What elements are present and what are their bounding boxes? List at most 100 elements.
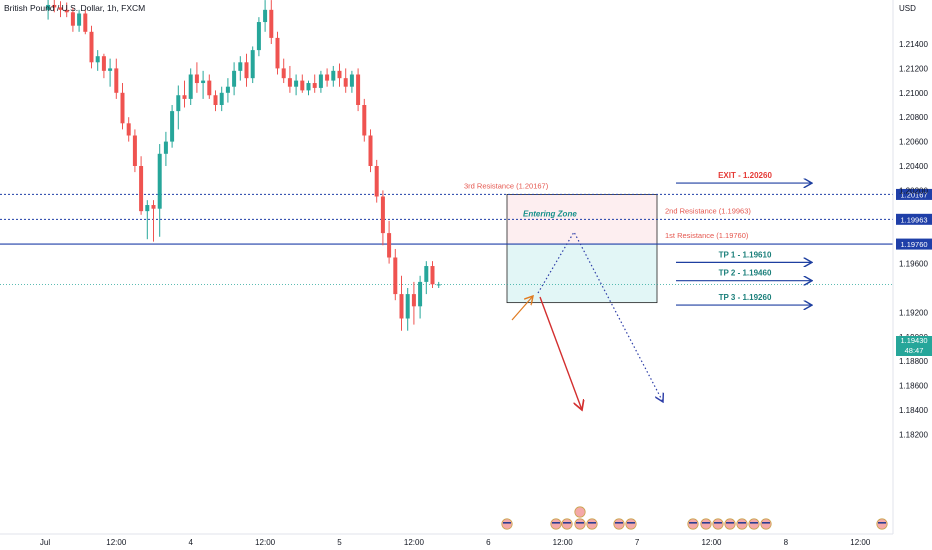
price-tick-label: 1.20600	[899, 138, 928, 147]
candlestick-series	[46, 0, 441, 331]
event-flag-stripe	[627, 522, 635, 524]
time-tick-label: 12:00	[850, 538, 871, 547]
candle-body	[411, 294, 416, 307]
candle-body	[120, 92, 125, 124]
event-flag-icon	[574, 506, 586, 518]
candle-body	[139, 166, 144, 212]
candle-body	[343, 78, 348, 87]
candle-body	[399, 294, 404, 319]
event-flag-icon	[748, 518, 760, 530]
price-tick-label: 1.18800	[899, 357, 928, 366]
time-tick-label: 12:00	[404, 538, 425, 547]
event-flag-icon	[613, 518, 625, 530]
candle-body	[244, 62, 249, 79]
candle-body	[263, 9, 268, 23]
event-flag-stripe	[588, 522, 596, 524]
bar-countdown: 48:47	[904, 346, 924, 355]
event-flag-stripe	[714, 522, 722, 524]
economic-events[interactable]	[501, 506, 888, 530]
entering-zone-label: Entering Zone	[523, 209, 577, 218]
candle-body	[281, 68, 286, 79]
candle-body	[77, 13, 82, 26]
resistance-price-tag-label: 1.19760	[900, 240, 927, 249]
exit-label: EXIT - 1.20260	[718, 171, 772, 180]
resistance-label: 1st Resistance (1.19760)	[665, 231, 749, 240]
candle-body	[83, 13, 88, 32]
candle-body	[356, 74, 361, 105]
time-axis[interactable]: Jul 12:00 4 12:00 5 12:00 6 12:00 7 12:00 8 12:00	[40, 538, 871, 547]
event-flag-stripe	[615, 522, 623, 524]
tp-label: TP 2 - 1.19460	[719, 269, 772, 278]
candle-body	[232, 70, 237, 87]
candle-body	[436, 284, 441, 286]
trade-annotations[interactable]: EXIT - 1.20260 TP 1 - 1.19610 TP 2 - 1.194…	[511, 171, 812, 410]
price-tick-label: 1.18200	[899, 430, 928, 439]
candle-body	[89, 31, 94, 63]
event-flag-icon	[760, 518, 772, 530]
candle-body	[176, 95, 181, 112]
price-tick-label: 1.18600	[899, 382, 928, 391]
candle-body	[294, 80, 299, 87]
resistance-levels[interactable]: 1.20167 3rd Resistance (1.20167) 1.19963 2n…	[0, 181, 932, 285]
event-flag-stripe	[576, 522, 584, 524]
candle-body	[108, 68, 113, 71]
candle-body	[46, 4, 51, 10]
event-flag-icon	[724, 518, 736, 530]
tp-label: TP 1 - 1.19610	[719, 250, 772, 259]
candle-body	[52, 4, 57, 8]
candle-body	[430, 266, 435, 285]
candle-body	[170, 111, 175, 142]
event-flag-stripe	[552, 522, 560, 524]
entry-arrow	[511, 296, 533, 321]
event-flag-stripe	[726, 522, 734, 524]
tp-label: TP 3 - 1.19260	[719, 293, 772, 302]
resistance-price-tag-label: 1.19963	[900, 215, 927, 224]
event-flag-stripe	[738, 522, 746, 524]
candle-body	[337, 70, 342, 79]
time-tick-label: 12:00	[255, 538, 276, 547]
time-tick-label: 6	[486, 538, 491, 547]
event-flag-icon	[501, 518, 513, 530]
last-price-tag: 1.19430 48:47	[896, 336, 932, 356]
symbol-title[interactable]: British Pound / U.S. Dollar, 1h, FXCM	[4, 3, 146, 13]
candle-body	[325, 74, 330, 81]
candle-body	[393, 257, 398, 295]
candle-body	[58, 7, 63, 10]
event-flag-icon	[712, 518, 724, 530]
resistance-price-tag	[896, 238, 932, 250]
event-flag-stripe	[563, 522, 571, 524]
event-flag-stripe	[750, 522, 758, 524]
candle-body	[362, 105, 367, 136]
candle-body	[64, 9, 69, 13]
price-tick-label: 1.21400	[899, 40, 928, 49]
time-tick-label: 5	[337, 538, 342, 547]
candle-body	[256, 22, 261, 51]
event-flag-stripe	[503, 522, 511, 524]
candle-body	[163, 141, 168, 154]
time-tick-label: 12:00	[701, 538, 722, 547]
candle-body	[250, 50, 255, 79]
candle-body	[114, 68, 119, 93]
candle-body	[300, 80, 305, 91]
candle-body	[201, 80, 206, 84]
candle-body	[331, 70, 336, 81]
candle-body	[194, 74, 199, 84]
event-flag-icon	[574, 518, 586, 530]
time-tick-label: 7	[635, 538, 640, 547]
event-flag-icon	[561, 518, 573, 530]
candle-body	[424, 266, 429, 282]
candle-body	[126, 123, 131, 136]
last-price-value: 1.19430	[900, 336, 928, 345]
event-flag-icon	[876, 518, 888, 530]
event-flag-stripe	[762, 522, 770, 524]
candle-body	[95, 56, 100, 63]
price-tick-label: 1.19600	[899, 260, 928, 269]
bearish-arrow	[539, 296, 582, 410]
price-tick-label: 1.19200	[899, 308, 928, 317]
resistance-price-tag	[896, 213, 932, 225]
candle-body	[238, 62, 243, 71]
candle-body	[182, 95, 187, 99]
candle-body	[306, 83, 311, 91]
price-axis[interactable]: 1.21400 1.21200 1.21000 1.20800 1.20600 1.204…	[0, 0, 928, 535]
